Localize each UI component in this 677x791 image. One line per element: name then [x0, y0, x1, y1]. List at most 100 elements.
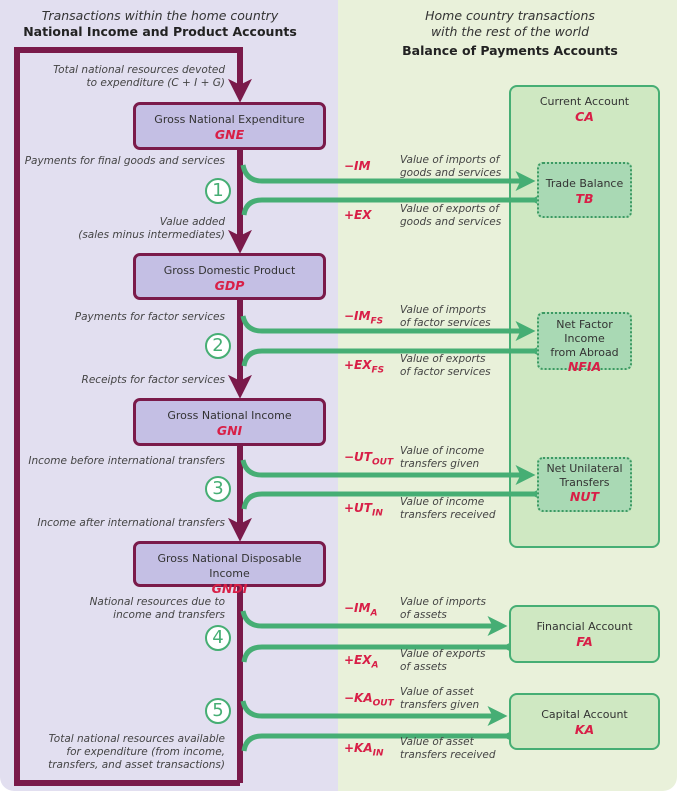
factor-exports-arrow: [241, 341, 550, 367]
gni-label: Gross National Income: [167, 409, 292, 422]
trade-balance-abbr: TB: [575, 191, 594, 206]
flow-sign: +KA: [344, 741, 373, 755]
asset-transfers-received-arrow: [241, 726, 522, 752]
flow-subscript: FS: [371, 365, 385, 376]
gdp-label: Gross Domestic Product: [163, 264, 296, 277]
nipa-header: Transactions within the home country Nat…: [0, 8, 320, 40]
bop-subtitle-1: Home country transactions: [425, 8, 595, 23]
nut-box: Net Unilateral Transfers NUT: [537, 457, 632, 512]
transfers-given-symbol: −UTOUT: [344, 450, 393, 467]
asset-transfers-received-description: Value of asset transfers received: [400, 736, 496, 761]
asset-exports-description: Value of exports of assets: [400, 648, 486, 673]
gndi-abbr: GNDI: [211, 581, 248, 596]
exports-description: Value of exports of goods and services: [400, 203, 502, 228]
flow-subscript: OUT: [372, 698, 394, 709]
label-national-resources: National resources due to income and tran…: [89, 596, 225, 621]
label-total-resources: Total national resources devoted to expen…: [53, 64, 225, 89]
factor-imports-arrow: [240, 315, 536, 341]
step-3-badge: 3: [205, 476, 231, 502]
step-5-badge: 5: [205, 698, 231, 724]
flow-subscript: IN: [372, 748, 384, 759]
asset-transfers-given-symbol: −KAOUT: [344, 691, 394, 708]
gni-abbr: GNI: [216, 423, 243, 438]
nfia-abbr: NFIA: [567, 359, 602, 374]
flow-sign: −IM: [344, 159, 371, 173]
asset-transfers-given-description: Value of asset transfers given: [400, 686, 480, 711]
transfers-received-arrow: [241, 484, 550, 510]
nut-label-2: Transfers: [559, 476, 610, 489]
flow-sign: −KA: [344, 691, 373, 705]
flow-sign: −IM: [344, 601, 371, 615]
step-1-badge: 1: [205, 178, 231, 204]
imports-description: Value of imports of goods and services: [400, 154, 502, 179]
financial-account-box: Financial Account FA: [509, 605, 660, 663]
asset-exports-symbol: +EXA: [344, 653, 378, 670]
step-4-badge: 4: [205, 625, 231, 651]
factor-exports-description: Value of exports of factor services: [400, 353, 491, 378]
capital-account-abbr: KA: [574, 722, 595, 737]
gne-label: Gross National Expenditure: [154, 113, 305, 126]
flow-subscript: A: [371, 660, 379, 671]
nipa-subtitle: Transactions within the home country: [41, 8, 279, 23]
transfers-given-arrow: [240, 459, 536, 485]
step-2-badge: 2: [205, 333, 231, 359]
capital-account-box: Capital Account KA: [509, 693, 660, 750]
exports-symbol: +EX: [344, 208, 372, 225]
asset-transfers-received-symbol: +KAIN: [344, 741, 384, 758]
nfia-label-1: Net Factor Income: [556, 318, 613, 345]
nfia-label-2: from Abroad: [550, 346, 619, 359]
flow-sign: +UT: [344, 501, 372, 515]
current-account-abbr: CA: [575, 109, 594, 124]
label-income-before: Income before international transfers: [28, 455, 225, 467]
transfers-given-description: Value of income transfers given: [400, 445, 485, 470]
asset-imports-arrow: [240, 610, 508, 636]
bop-header: Home country transactions with the rest …: [360, 8, 660, 62]
label-value-added: Value added (sales minus intermediates): [78, 216, 225, 241]
flow-subscript: A: [370, 608, 378, 619]
transfers-received-description: Value of income transfers received: [400, 496, 496, 521]
label-income-after: Income after international transfers: [37, 517, 225, 529]
imports-arrow: [240, 164, 536, 191]
label-receipts-factor: Receipts for factor services: [81, 374, 225, 386]
nipa-title: National Income and Product Accounts: [23, 24, 297, 39]
nut-label-1: Net Unilateral: [546, 462, 623, 475]
financial-account-abbr: FA: [576, 634, 593, 649]
label-payments-factor: Payments for factor services: [74, 311, 225, 323]
flow-sign: +EX: [344, 208, 372, 222]
exports-arrow: [241, 190, 550, 216]
asset-imports-symbol: −IMA: [344, 601, 377, 618]
gne-box: Gross National Expenditure GNE: [133, 102, 326, 150]
nut-abbr: NUT: [569, 489, 600, 504]
flow-subscript: IN: [371, 508, 383, 519]
gndi-box: Gross National Disposable Income GNDI: [133, 541, 326, 596]
nipa-loop-line: [14, 47, 252, 786]
bop-subtitle-2: with the rest of the world: [430, 24, 590, 39]
factor-exports-symbol: +EXFS: [344, 358, 384, 375]
asset-imports-description: Value of imports of assets: [400, 596, 486, 621]
nfia-box: Net Factor Income from Abroad NFIA: [537, 312, 632, 374]
flow-subscript: FS: [370, 316, 384, 327]
flow-sign: +EX: [344, 653, 372, 667]
flow-sign: +EX: [344, 358, 372, 372]
flow-sign: −UT: [344, 450, 372, 464]
trade-balance-label: Trade Balance: [545, 177, 624, 190]
factor-imports-symbol: −IMFS: [344, 309, 383, 326]
bop-title: Balance of Payments Accounts: [402, 43, 618, 58]
transfers-received-symbol: +UTIN: [344, 501, 383, 518]
asset-exports-arrow: [241, 637, 522, 663]
asset-transfers-given-arrow: [240, 700, 508, 726]
flow-sign: −IM: [344, 309, 371, 323]
gne-abbr: GNE: [214, 127, 245, 142]
current-account-label: Current Account: [539, 95, 630, 108]
label-total-available: Total national resources available for ex…: [48, 733, 225, 771]
imports-symbol: −IM: [344, 159, 370, 176]
gndi-label: Gross National Disposable Income: [157, 552, 302, 580]
gdp-abbr: GDP: [214, 278, 245, 293]
label-payments-final: Payments for final goods and services: [24, 155, 225, 167]
trade-balance-box: Trade Balance TB: [537, 162, 632, 218]
capital-account-label: Capital Account: [541, 708, 628, 721]
factor-imports-description: Value of imports of factor services: [400, 304, 491, 329]
flow-subscript: OUT: [371, 457, 394, 468]
financial-account-label: Financial Account: [536, 620, 633, 633]
